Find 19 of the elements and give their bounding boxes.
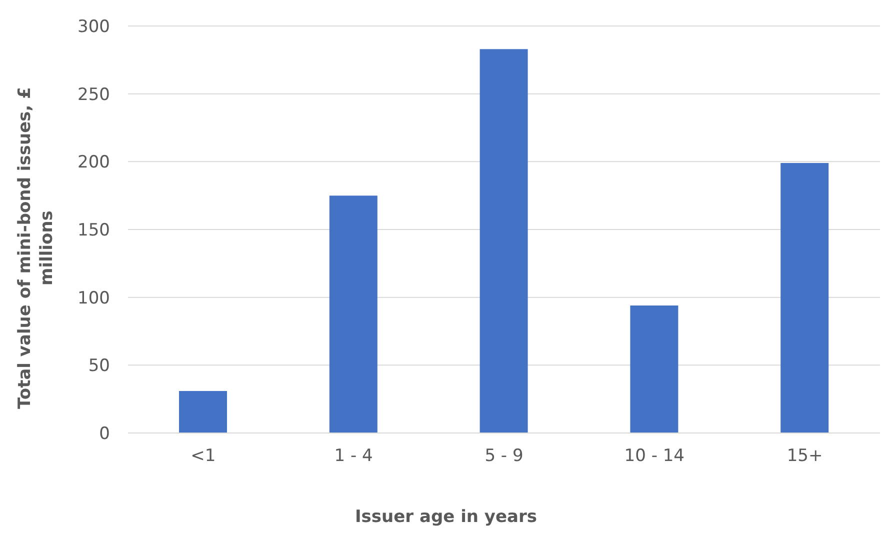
y-tick-label: 100 <box>78 288 110 308</box>
bar <box>780 163 829 433</box>
bar <box>329 196 378 433</box>
x-tick-label: 15+ <box>786 446 823 466</box>
y-tick-label: 0 <box>99 424 110 444</box>
bar <box>480 49 528 433</box>
y-tick-label: 250 <box>78 84 110 105</box>
y-tick-label: 150 <box>78 220 110 241</box>
bar <box>179 390 227 433</box>
x-tick-label: 1 - 4 <box>334 446 373 466</box>
y-tick-label: 200 <box>78 152 110 173</box>
x-tick-label: 10 - 14 <box>624 446 685 466</box>
y-tick-label: 50 <box>88 356 110 376</box>
y-axis-title: Total value of mini-bond issues, £ millions <box>15 87 57 409</box>
x-tick-label: <1 <box>190 446 216 466</box>
y-tick-label: 300 <box>78 17 110 38</box>
bar <box>630 305 678 433</box>
x-tick-label: 5 - 9 <box>484 446 524 466</box>
x-axis-title: Issuer age in years <box>354 507 538 527</box>
